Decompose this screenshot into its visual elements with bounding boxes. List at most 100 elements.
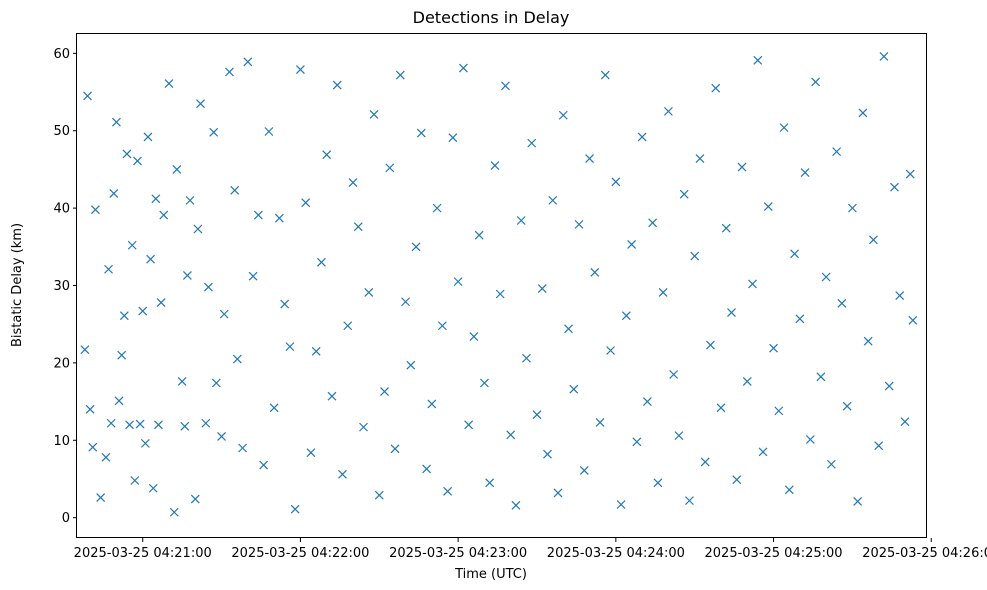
data-point <box>422 464 432 474</box>
data-point <box>516 216 526 225</box>
data-point <box>695 154 705 164</box>
data-point <box>837 298 847 308</box>
data-point <box>306 448 316 458</box>
data-point <box>217 431 226 441</box>
data-point <box>151 194 161 204</box>
data-point <box>742 377 752 386</box>
data-point <box>209 127 219 137</box>
data-point <box>327 391 337 401</box>
data-point <box>611 177 621 187</box>
plot-area <box>76 33 927 538</box>
data-point <box>737 162 747 172</box>
data-point <box>884 381 894 391</box>
data-point <box>769 343 778 353</box>
data-point <box>88 442 98 452</box>
data-point <box>156 298 166 307</box>
x-axis: 2025-03-25 04:21:00 2025-03-25 04:22:00 20… <box>74 538 987 561</box>
data-point <box>895 291 905 300</box>
data-point <box>679 189 689 199</box>
data-point <box>495 289 505 299</box>
data-point <box>642 397 652 407</box>
y-tick-label: 40 <box>53 202 70 217</box>
data-point <box>443 486 453 496</box>
data-point <box>201 418 211 428</box>
data-point <box>359 422 368 432</box>
data-point <box>706 340 715 350</box>
data-point <box>474 230 484 240</box>
data-point <box>464 420 474 430</box>
data-point <box>874 441 884 451</box>
data-point <box>811 77 821 87</box>
data-point <box>172 164 182 174</box>
data-point <box>721 223 731 233</box>
data-point <box>127 240 137 250</box>
data-point <box>140 438 150 448</box>
data-point <box>506 430 516 440</box>
data-point <box>616 500 626 509</box>
data-point <box>905 169 915 179</box>
data-point <box>182 271 192 280</box>
data-point <box>219 309 229 319</box>
data-point <box>511 500 521 510</box>
data-point <box>648 218 658 228</box>
data-point <box>143 132 153 142</box>
data-point <box>590 267 600 277</box>
data-point <box>800 168 810 177</box>
data-point <box>148 483 158 493</box>
data-point <box>280 299 290 309</box>
data-point <box>125 420 134 430</box>
data-point <box>177 377 187 386</box>
data-point <box>169 507 179 517</box>
data-point <box>784 485 794 495</box>
data-point <box>553 488 563 498</box>
data-point <box>193 224 203 234</box>
data-point <box>232 354 242 364</box>
data-point <box>527 138 537 148</box>
data-point <box>779 123 789 133</box>
data-point <box>700 457 710 467</box>
data-point <box>763 202 773 211</box>
y-tick-label: 0 <box>62 511 70 526</box>
data-point <box>259 460 269 470</box>
data-point <box>548 195 558 205</box>
data-point <box>385 163 395 173</box>
data-point <box>732 475 742 485</box>
data-point <box>317 257 326 267</box>
data-point <box>406 360 416 370</box>
data-point <box>448 133 458 143</box>
data-point <box>816 372 826 382</box>
data-point <box>164 79 174 88</box>
data-point <box>453 277 463 287</box>
scatter-points <box>80 52 918 517</box>
data-point <box>112 117 121 127</box>
data-point <box>295 65 305 75</box>
data-point <box>574 219 584 229</box>
data-point <box>669 370 679 379</box>
data-point <box>380 387 389 396</box>
data-point <box>711 83 721 93</box>
data-point <box>832 147 842 157</box>
data-point <box>203 282 213 292</box>
y-tick-label: 30 <box>53 279 70 294</box>
x-tick-label: 2025-03-25 04:24:00 <box>547 546 685 561</box>
data-point <box>663 106 673 116</box>
data-point <box>774 406 784 416</box>
data-point <box>369 110 379 119</box>
data-point <box>437 321 447 331</box>
data-point <box>114 396 124 406</box>
data-point <box>908 315 918 325</box>
data-point <box>627 240 637 249</box>
data-point <box>821 272 831 282</box>
data-point <box>159 210 169 220</box>
data-point <box>501 81 510 91</box>
data-point <box>290 504 300 514</box>
data-point <box>579 466 589 475</box>
data-point <box>348 178 358 188</box>
data-point <box>106 418 116 428</box>
x-tick-label: 2025-03-25 04:23:00 <box>389 546 527 561</box>
data-point <box>243 57 253 67</box>
data-point <box>847 203 857 213</box>
data-point <box>185 195 195 205</box>
data-point <box>130 476 140 485</box>
